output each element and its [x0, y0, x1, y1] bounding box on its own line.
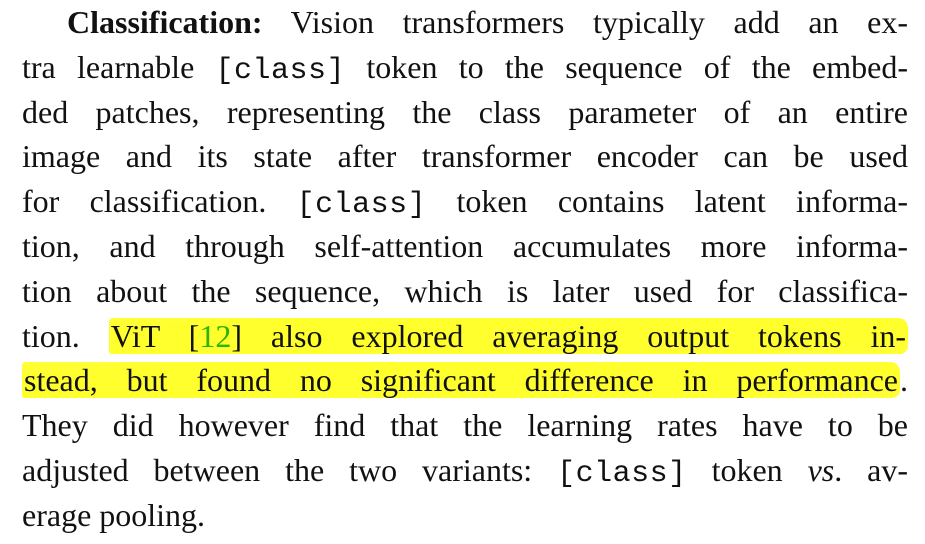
- versus-abbrev: vs: [807, 451, 835, 488]
- text-line-7: tion about the sequence, which is later …: [22, 272, 908, 309]
- class-token-code: [class]: [296, 188, 427, 223]
- line-text: token: [686, 451, 808, 488]
- text-line-8: tion. ViT [12] also explored averaging o…: [22, 314, 909, 359]
- line-text: tion.: [22, 317, 109, 354]
- text-line-10: They did however find that the learning …: [22, 407, 908, 444]
- text-line-11: adjusted between the two variants: [clas…: [22, 448, 908, 493]
- citation-link[interactable]: 12: [199, 317, 232, 354]
- text-line-12: erage pooling.: [22, 496, 206, 533]
- text-line-9: stead, but found no significant differen…: [22, 358, 908, 403]
- text-line-5: for classification. [class] token contai…: [22, 179, 908, 224]
- section-run-in-heading: Classification:: [67, 4, 263, 40]
- line-text: token to the sequence of the embed-: [345, 48, 909, 85]
- class-token-code: [class]: [557, 456, 687, 491]
- highlighted-sentence: ViT [12] also explored averaging output …: [108, 317, 909, 354]
- text-line-6: tion, and through self-attention accumul…: [22, 227, 908, 264]
- highlight-text: ] also explored averaging output tokens …: [231, 317, 907, 354]
- highlighted-sentence: stead, but found no significant differen…: [22, 362, 900, 399]
- text-line-3: ded patches, representing the class para…: [22, 93, 908, 130]
- line-text: adjusted between the two variants:: [22, 451, 558, 488]
- line-text: . av-: [834, 451, 909, 488]
- highlight-text: ViT [: [110, 317, 200, 354]
- classification-paragraph: Classification: Vision transformers typi…: [22, 0, 908, 538]
- class-token-code: [class]: [215, 53, 346, 88]
- text-line-2: tra learnable [class] token to the seque…: [22, 45, 908, 90]
- text-line-4: image and its state after transformer en…: [22, 138, 908, 175]
- line-text: token contains latent informa-: [426, 183, 909, 220]
- text-line-1: Classification: Vision transformers typi…: [22, 0, 908, 45]
- line-text: for classification.: [22, 183, 297, 220]
- line-text: .: [900, 362, 908, 399]
- line-text: Vision transformers typically add an ex-: [262, 4, 908, 40]
- line-text: tra learnable: [22, 48, 216, 85]
